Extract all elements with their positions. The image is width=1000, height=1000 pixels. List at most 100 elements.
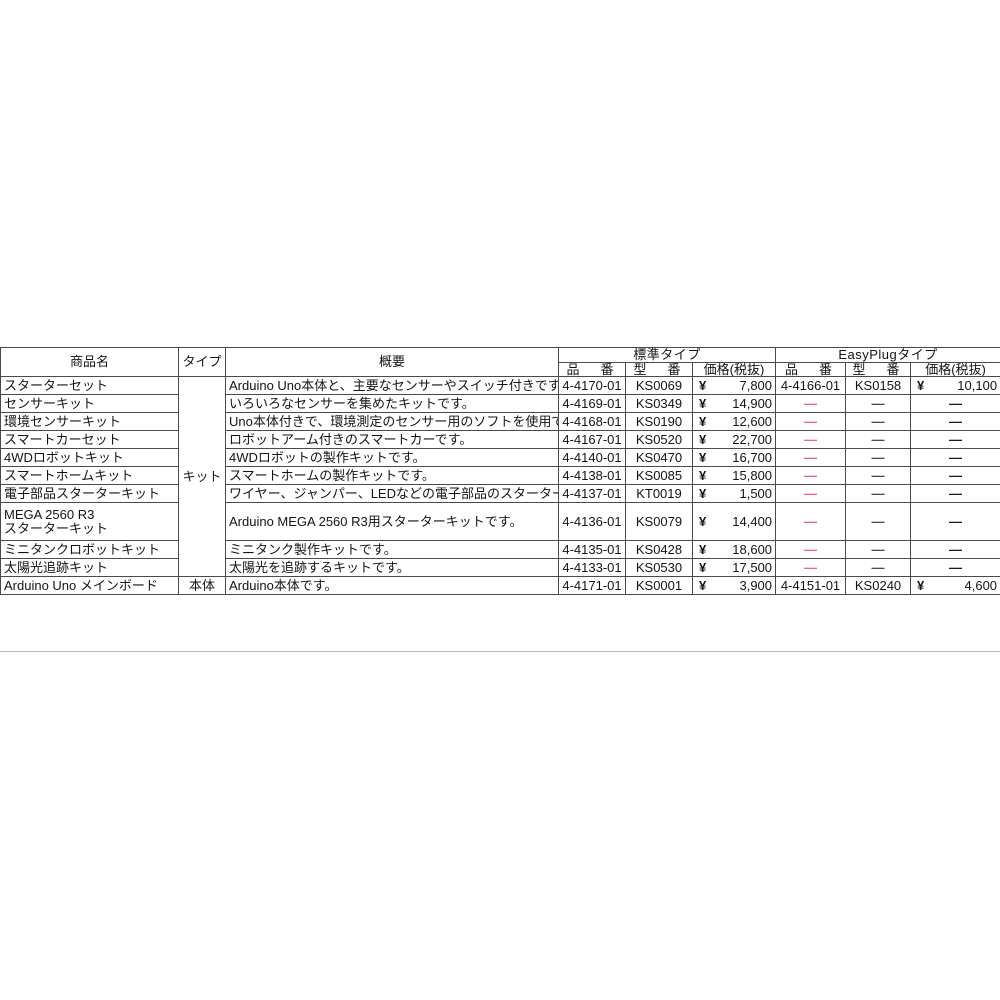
cell-standard-model-number: KS0190: [625, 412, 693, 432]
cell-easyplug-model-number: ―: [845, 430, 912, 450]
dash-mark: ―: [804, 513, 818, 529]
header-standard-part-number: 品 番: [558, 361, 626, 378]
price-amount: 3,900: [739, 577, 773, 593]
cell-easyplug-model-number: ―: [845, 484, 912, 504]
cell-easyplug-price: ―: [910, 448, 1000, 468]
cell-standard-price: ¥14,900: [691, 394, 777, 414]
cell-standard-model-number: KS0069: [625, 376, 693, 396]
cell-easyplug-price: ―: [910, 502, 1000, 542]
dash-mark: ―: [804, 449, 818, 465]
cell-overview: Uno本体付きで、環境測定のセンサー用のソフトを使用できます。: [225, 412, 559, 432]
cell-standard-part-number: 4-4133-01: [558, 558, 626, 578]
cell-standard-price: ¥18,600: [691, 540, 777, 560]
cell-easyplug-price: ―: [910, 466, 1000, 486]
dash-mark: ―: [871, 513, 885, 529]
cell-overview: 太陽光を追跡するキットです。: [225, 558, 559, 578]
cell-easyplug-model-number: ―: [845, 394, 912, 414]
dash-mark: ―: [949, 395, 963, 411]
cell-standard-part-number: 4-4135-01: [558, 540, 626, 560]
header-overview: 概要: [225, 346, 559, 378]
cell-easyplug-part-number: 4-4151-01: [775, 576, 847, 596]
header-group-easyplug: EasyPlugタイプ: [775, 347, 1000, 363]
cell-easyplug-price: ―: [910, 558, 1000, 578]
cell-standard-part-number: 4-4167-01: [558, 430, 626, 450]
yen-symbol: ¥: [699, 513, 707, 529]
yen-symbol: ¥: [699, 395, 707, 411]
header-type: タイプ: [178, 346, 226, 378]
table-row: 電子部品スターターキット ワイヤー、ジャンパー、LEDなどの電子部品のスターターキ…: [0, 484, 1000, 504]
price-amount: 4,600: [964, 577, 998, 593]
cell-easyplug-model-number: KS0240: [845, 576, 912, 596]
cell-easyplug-model-number: ―: [845, 412, 912, 432]
header-easyplug-price: 価格(税抜): [910, 361, 1000, 378]
table-row: Arduino Uno メインボード 本体 Arduino本体です。 4-4171-0…: [0, 576, 1000, 596]
cell-easyplug-price: ―: [910, 484, 1000, 504]
dash-mark: ―: [949, 467, 963, 483]
table-row: ミニタンクロボットキット ミニタンク製作キットです。 4-4135-01 KS0428…: [0, 540, 1000, 560]
price-amount: 14,400: [732, 513, 773, 529]
cell-standard-model-number: KS0079: [625, 502, 693, 542]
dash-mark: ―: [871, 559, 885, 575]
cell-type-kit: キット: [178, 376, 226, 578]
dash-mark: ―: [804, 541, 818, 557]
cell-overview: スマートホームの製作キットです。: [225, 466, 559, 486]
dash-mark: ―: [949, 449, 963, 465]
dash-mark: ―: [949, 559, 963, 575]
cell-standard-model-number: KS0428: [625, 540, 693, 560]
dash-mark: ―: [871, 485, 885, 501]
yen-symbol: ¥: [699, 577, 707, 593]
dash-mark: ―: [804, 413, 818, 429]
table-body: スターターセット キット Arduino Uno本体と、主要なセンサーやスイッチ付き…: [0, 376, 1000, 596]
product-price-table: 商品名 タイプ 概要 標準タイプ EasyPlugタイプ 品 番 型 番 価格(…: [0, 346, 1000, 596]
price-amount: 17,500: [732, 559, 773, 575]
price-amount: 10,100: [957, 377, 998, 393]
dash-mark: ―: [871, 467, 885, 483]
dash-mark: ―: [949, 513, 963, 529]
table-row: MEGA 2560 R3 スターターキット Arduino MEGA 2560 R3…: [0, 502, 1000, 542]
cell-standard-price: ¥17,500: [691, 558, 777, 578]
cell-product-name: スマートカーセット: [0, 430, 179, 450]
table-header-group-row: 商品名 タイプ 概要 標準タイプ EasyPlugタイプ: [0, 346, 1000, 378]
product-name-line-1: MEGA 2560 R3: [4, 507, 95, 523]
header-standard-model-number: 型 番: [625, 361, 693, 378]
dash-mark: ―: [804, 559, 818, 575]
price-amount: 18,600: [732, 541, 773, 557]
cell-standard-part-number: 4-4137-01: [558, 484, 626, 504]
dash-mark: ―: [949, 485, 963, 501]
yen-symbol: ¥: [699, 559, 707, 575]
table-row: スマートホームキット スマートホームの製作キットです。 4-4138-01 KS008…: [0, 466, 1000, 486]
price-amount: 1,500: [739, 485, 773, 501]
bottom-divider: [0, 651, 1000, 652]
price-amount: 7,800: [739, 377, 773, 393]
cell-easyplug-part-number: ―: [775, 540, 847, 560]
cell-product-name: スターターセット: [0, 376, 179, 396]
cell-standard-price: ¥15,800: [691, 466, 777, 486]
cell-easyplug-part-number: ―: [775, 502, 847, 542]
cell-easyplug-price: ―: [910, 430, 1000, 450]
cell-easyplug-model-number: ―: [845, 466, 912, 486]
cell-standard-model-number: KS0470: [625, 448, 693, 468]
yen-symbol: ¥: [699, 467, 707, 483]
cell-product-name: MEGA 2560 R3 スターターキット: [0, 502, 179, 542]
table-row: センサーキット いろいろなセンサーを集めたキットです。 4-4169-01 KS034…: [0, 394, 1000, 414]
yen-symbol: ¥: [699, 541, 707, 557]
yen-symbol: ¥: [917, 577, 925, 593]
cell-standard-part-number: 4-4138-01: [558, 466, 626, 486]
cell-standard-part-number: 4-4171-01: [558, 576, 626, 596]
table-header-sub-row: 品 番 型 番 価格(税抜) 品 番 型 番 価格(税抜): [1, 361, 1000, 378]
table-row: 環境センサーキット Uno本体付きで、環境測定のセンサー用のソフトを使用できます。…: [0, 412, 1000, 432]
price-amount: 12,600: [732, 413, 773, 429]
cell-overview: ワイヤー、ジャンパー、LEDなどの電子部品のスターターキットです。: [225, 484, 559, 504]
yen-symbol: ¥: [699, 431, 707, 447]
cell-overview: Arduino本体です。: [225, 576, 559, 596]
header-group-standard: 標準タイプ: [557, 347, 777, 363]
cell-standard-price: ¥16,700: [691, 448, 777, 468]
price-amount: 14,900: [732, 395, 773, 411]
cell-standard-price: ¥12,600: [691, 412, 777, 432]
cell-easyplug-model-number: ―: [845, 502, 912, 542]
cell-easyplug-part-number: ―: [775, 558, 847, 578]
cell-standard-model-number: KT0019: [625, 484, 693, 504]
yen-symbol: ¥: [699, 377, 707, 393]
header-easyplug-model-number: 型 番: [845, 361, 912, 378]
dash-mark: ―: [949, 413, 963, 429]
